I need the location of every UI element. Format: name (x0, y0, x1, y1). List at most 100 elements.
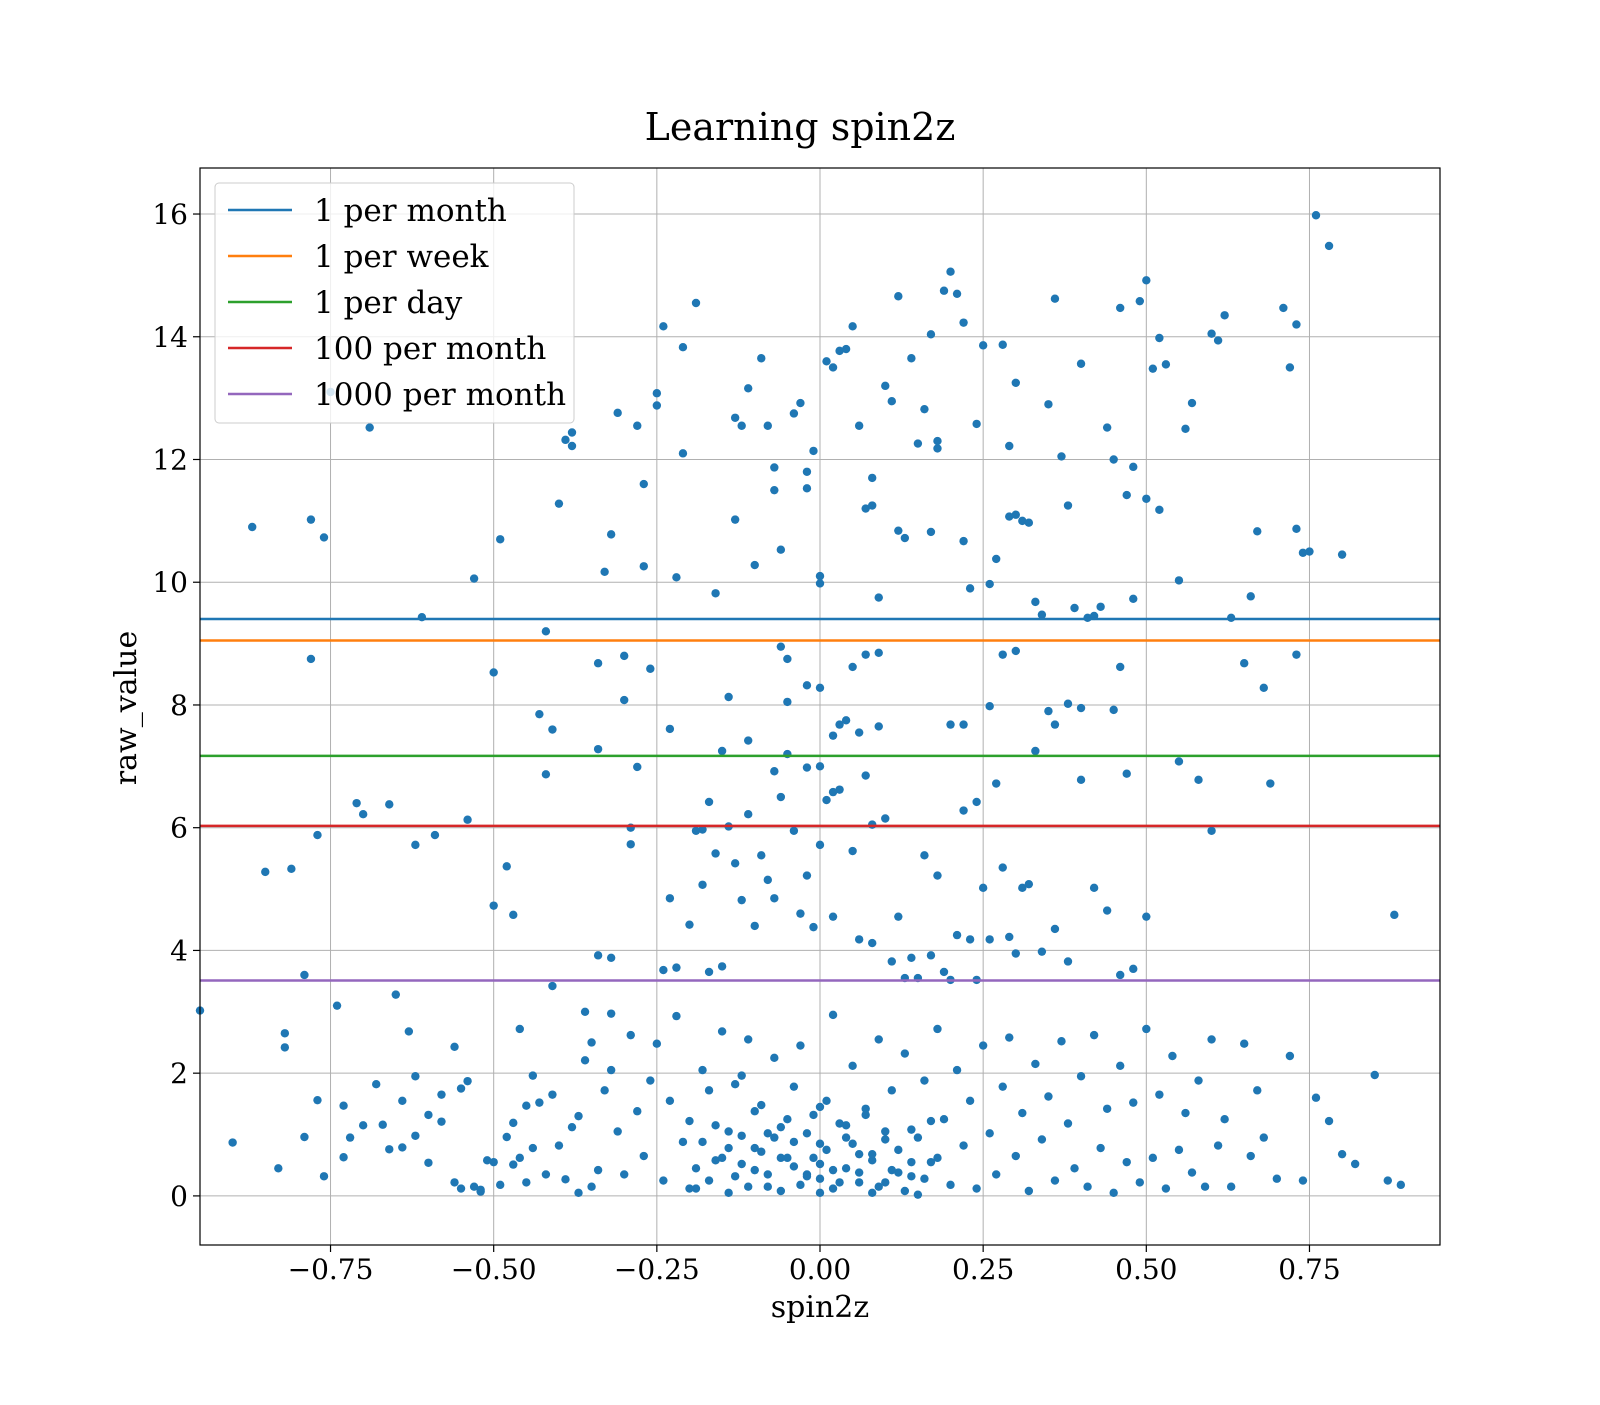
data-point (757, 1100, 766, 1110)
data-point (587, 1182, 596, 1191)
data-point (854, 421, 864, 430)
data-point (1298, 1176, 1308, 1185)
data-point (678, 342, 688, 352)
data-point (828, 1165, 838, 1175)
data-point (1168, 1051, 1177, 1061)
data-point (633, 421, 642, 430)
y-tick-label: 4 (170, 934, 188, 967)
x-tick-label: −0.25 (614, 1253, 700, 1286)
legend-box (214, 182, 575, 424)
data-point (992, 554, 1001, 564)
data-point (306, 515, 316, 524)
data-point (730, 1172, 740, 1181)
data-point (1266, 779, 1275, 788)
data-point (228, 1138, 237, 1147)
data-point (744, 1035, 753, 1044)
data-point (1044, 1092, 1053, 1101)
data-point (985, 1129, 994, 1138)
data-point (959, 536, 968, 546)
data-point (593, 744, 603, 754)
data-point (659, 1176, 668, 1185)
data-point (1005, 441, 1014, 451)
data-point (802, 763, 812, 772)
x-tick-label: 0.25 (952, 1253, 1014, 1286)
x-axis-ticks: −0.75 −0.50 −0.25 0.00 0.25 0.50 0.75 (288, 1245, 1341, 1286)
data-point (541, 1170, 551, 1179)
data-point (1122, 1157, 1131, 1167)
data-point (1181, 1108, 1190, 1118)
data-point (456, 1184, 466, 1193)
data-point (724, 1188, 733, 1198)
data-point (1240, 1039, 1249, 1048)
data-point (946, 1180, 955, 1190)
data-point (1037, 947, 1047, 956)
data-point (874, 722, 883, 731)
data-point (613, 408, 622, 418)
data-point (1155, 1090, 1164, 1099)
data-point (874, 1035, 883, 1044)
data-point (561, 435, 570, 445)
y-tick-label: 16 (152, 198, 188, 231)
chart-title: Learning spin2z (645, 105, 956, 149)
data-point (809, 446, 818, 456)
data-point (1311, 211, 1321, 220)
data-point (894, 292, 903, 301)
data-point (744, 736, 753, 745)
data-point (398, 1096, 407, 1105)
data-point (567, 441, 577, 451)
y-tick-label: 2 (170, 1057, 188, 1090)
data-point (1129, 462, 1138, 472)
data-point (1246, 1151, 1255, 1161)
data-point (541, 627, 551, 636)
data-point (1116, 662, 1125, 672)
data-point (639, 479, 648, 489)
data-point (959, 720, 968, 729)
data-point (672, 963, 681, 972)
data-point (848, 1139, 857, 1148)
data-point (489, 901, 498, 910)
data-point (900, 533, 910, 543)
data-point (496, 535, 505, 544)
data-point (463, 1076, 472, 1086)
data-point (476, 1185, 485, 1194)
data-point (274, 1164, 283, 1173)
data-point (1063, 1119, 1073, 1128)
x-tick-label: 0.00 (789, 1253, 851, 1286)
data-point (809, 922, 818, 932)
data-point (717, 1153, 727, 1163)
data-point (926, 1157, 936, 1167)
y-tick-label: 14 (152, 321, 188, 354)
data-point (691, 298, 701, 308)
data-point (1161, 1184, 1171, 1193)
data-point (802, 467, 812, 476)
data-point (1102, 1104, 1112, 1113)
data-point (1220, 1114, 1229, 1124)
data-point (894, 526, 903, 535)
data-point (1181, 424, 1190, 434)
data-point (411, 1072, 420, 1081)
data-point (868, 473, 877, 483)
data-point (887, 1165, 896, 1175)
data-point (606, 1009, 616, 1018)
data-point (783, 654, 792, 664)
data-point (868, 1156, 877, 1165)
data-point (920, 1174, 929, 1183)
data-point (358, 1121, 368, 1130)
data-point (528, 1071, 538, 1080)
data-point (959, 806, 968, 815)
data-point (1259, 1133, 1268, 1142)
data-point (750, 560, 759, 570)
data-point (796, 398, 805, 408)
x-tick-label: 0.75 (1278, 1253, 1340, 1286)
data-point (868, 938, 877, 948)
data-point (1122, 490, 1131, 500)
data-point (1213, 336, 1223, 345)
data-point (881, 381, 890, 391)
data-point (815, 840, 825, 850)
legend-label: 1000 per month (314, 377, 566, 413)
data-point (1050, 1176, 1060, 1185)
data-point (854, 728, 864, 737)
data-point (665, 1096, 675, 1105)
data-point (874, 648, 883, 658)
data-point (815, 1159, 825, 1169)
